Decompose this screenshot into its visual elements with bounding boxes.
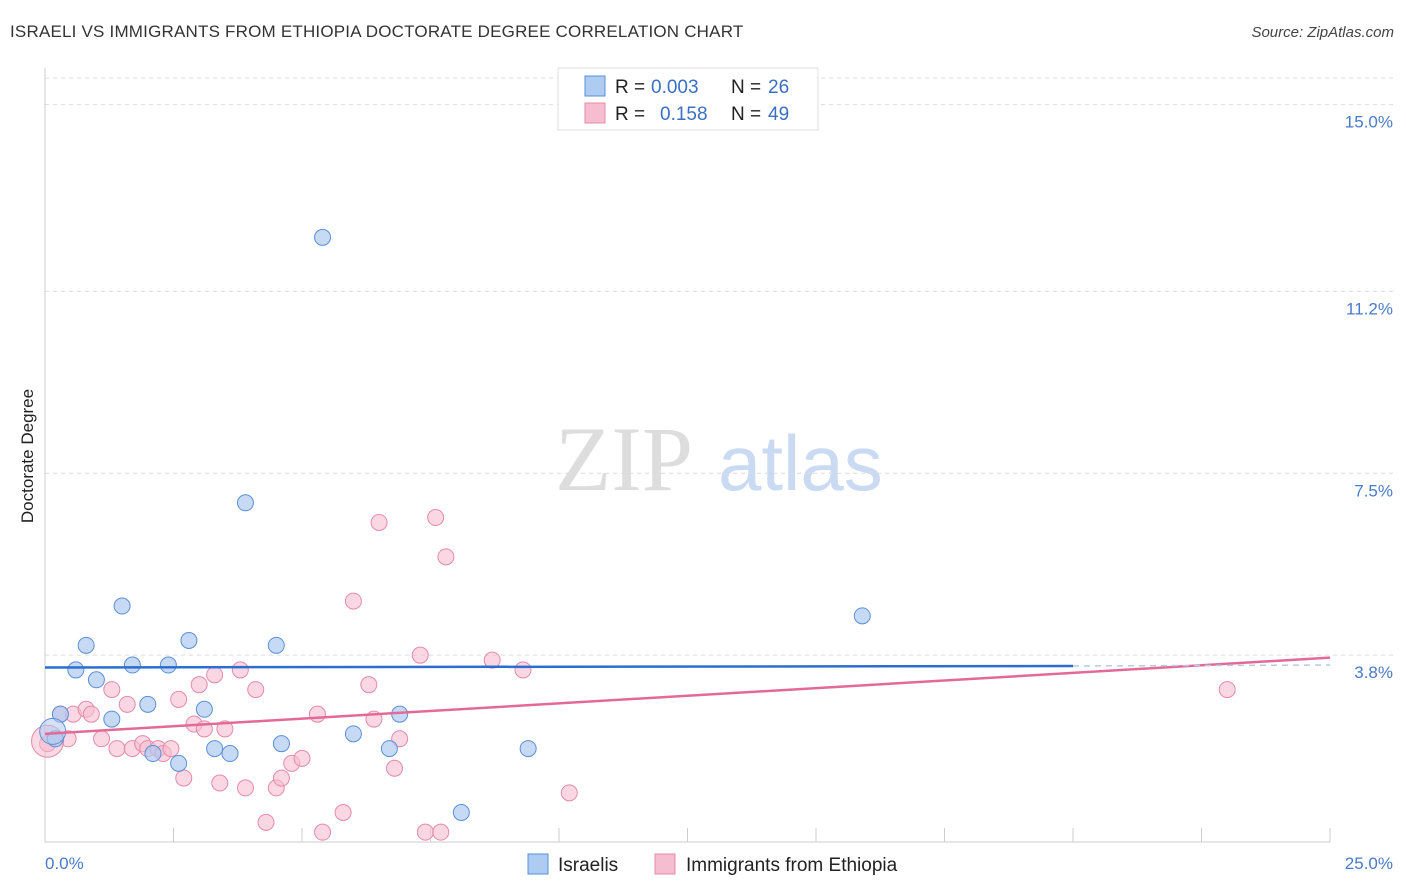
israelis-point (206, 740, 224, 758)
israelis-point (221, 745, 239, 763)
israelis-point (87, 671, 105, 689)
israelis-point (180, 631, 198, 649)
axes (44, 68, 1331, 843)
ethiopia-point (308, 705, 326, 723)
legend-n-value-2: 49 (768, 104, 789, 125)
ethiopia-point (93, 730, 111, 748)
bottom-legend-israelis: Israelis (558, 855, 618, 876)
ethiopia-point (391, 730, 409, 748)
legend-n-label-2: N = (731, 104, 761, 125)
israelis-point (272, 735, 290, 753)
ethiopia-point (190, 676, 208, 694)
israelis-point (77, 636, 95, 654)
israelis-point (195, 700, 213, 718)
israelis-cluster-point (39, 717, 67, 745)
israelis-point (267, 636, 285, 654)
x-tick-label-0: 0.0% (45, 854, 84, 873)
ethiopia-point (293, 749, 311, 767)
series-israelis-points (39, 228, 871, 822)
series-ethiopia-points (31, 509, 1236, 841)
y-tick-label-1: 7.5% (1354, 481, 1393, 500)
ethiopia-point (416, 823, 434, 841)
ethiopia-point (231, 661, 249, 679)
israelis-point (159, 656, 177, 674)
gridlines (45, 77, 1395, 656)
watermark-zip: ZIP (555, 408, 693, 510)
israelis-point (519, 740, 537, 758)
ethiopia-point (216, 720, 234, 738)
ethiopia-point (370, 513, 388, 531)
y-axis-label: Doctorate Degree (18, 389, 37, 523)
legend-n-label-1: N = (731, 77, 761, 98)
legend-n-value-1: 26 (768, 77, 789, 98)
ethiopia-trend-line (44, 656, 1331, 736)
ethiopia-point (360, 676, 378, 694)
ethiopia-point (118, 695, 136, 713)
y-tick-label-3: 15.0% (1345, 113, 1393, 132)
israelis-point (67, 661, 85, 679)
israelis-point (344, 725, 362, 743)
ethiopia-point (344, 592, 362, 610)
israelis-point (113, 597, 131, 615)
y-tick-labels: 3.8% 7.5% 11.2% 15.0% (1345, 113, 1393, 683)
israelis-point (123, 656, 141, 674)
israelis-point (236, 494, 254, 512)
source-label: Source: ZipAtlas.com (1251, 24, 1394, 41)
x-tick-labels: 0.0% 25.0% (45, 854, 1393, 873)
ethiopia-point (247, 681, 265, 699)
correlation-legend: R = 0.003 N = 26 R = 0.158 N = 49 (557, 67, 819, 131)
series-legend: Israelis Immigrants from Ethiopia (527, 853, 898, 876)
ethiopia-point (211, 774, 229, 792)
ethiopia-point (437, 548, 455, 566)
y-tick-label-2: 11.2% (1346, 299, 1393, 318)
ethiopia-point (257, 813, 275, 831)
ethiopia-point (432, 823, 450, 841)
ethiopia-point (206, 666, 224, 684)
legend-swatch-israelis (584, 75, 606, 97)
israelis-point (380, 740, 398, 758)
ethiopia-point (170, 690, 188, 708)
ethiopia-point (1218, 681, 1236, 699)
ethiopia-point (175, 769, 193, 787)
bottom-legend-swatch-ethiopia (654, 853, 676, 875)
israelis-point (853, 607, 871, 625)
bottom-legend-swatch-israelis (527, 853, 549, 875)
legend-r-value-1: 0.003 (651, 77, 699, 98)
ethiopia-point (272, 769, 290, 787)
israelis-trend-extension (1072, 664, 1331, 667)
israelis-point (144, 745, 162, 763)
israelis-point (452, 804, 470, 822)
israelis-point (103, 710, 121, 728)
chart-title: ISRAELI VS IMMIGRANTS FROM ETHIOPIA DOCT… (10, 22, 744, 41)
x-tick-label-1: 25.0% (1345, 854, 1393, 873)
ethiopia-point (427, 509, 445, 527)
israelis-point (314, 228, 332, 246)
ethiopia-point (103, 681, 121, 699)
israelis-trend-line (44, 664, 1074, 669)
ethiopia-point (386, 759, 404, 777)
legend-r-label-1: R = (615, 77, 645, 98)
trend-lines (44, 656, 1331, 736)
legend-r-label-2: R = (615, 104, 645, 125)
israelis-point (139, 695, 157, 713)
legend-r-value-2: 0.158 (660, 104, 708, 125)
ethiopia-point (82, 705, 100, 723)
ethiopia-point (314, 823, 332, 841)
legend-swatch-ethiopia (584, 102, 606, 124)
ethiopia-point (514, 661, 532, 679)
ethiopia-point (560, 784, 578, 802)
ethiopia-point (162, 740, 180, 758)
ethiopia-point (236, 779, 254, 797)
bottom-legend-ethiopia: Immigrants from Ethiopia (686, 855, 898, 876)
ethiopia-point (411, 646, 429, 664)
watermark-atlas: atlas (718, 419, 883, 507)
ethiopia-point (334, 804, 352, 822)
ethiopia-point (108, 740, 126, 758)
israelis-point (170, 754, 188, 772)
ethiopia-point (483, 651, 501, 669)
y-tick-label-0: 3.8% (1354, 663, 1393, 682)
